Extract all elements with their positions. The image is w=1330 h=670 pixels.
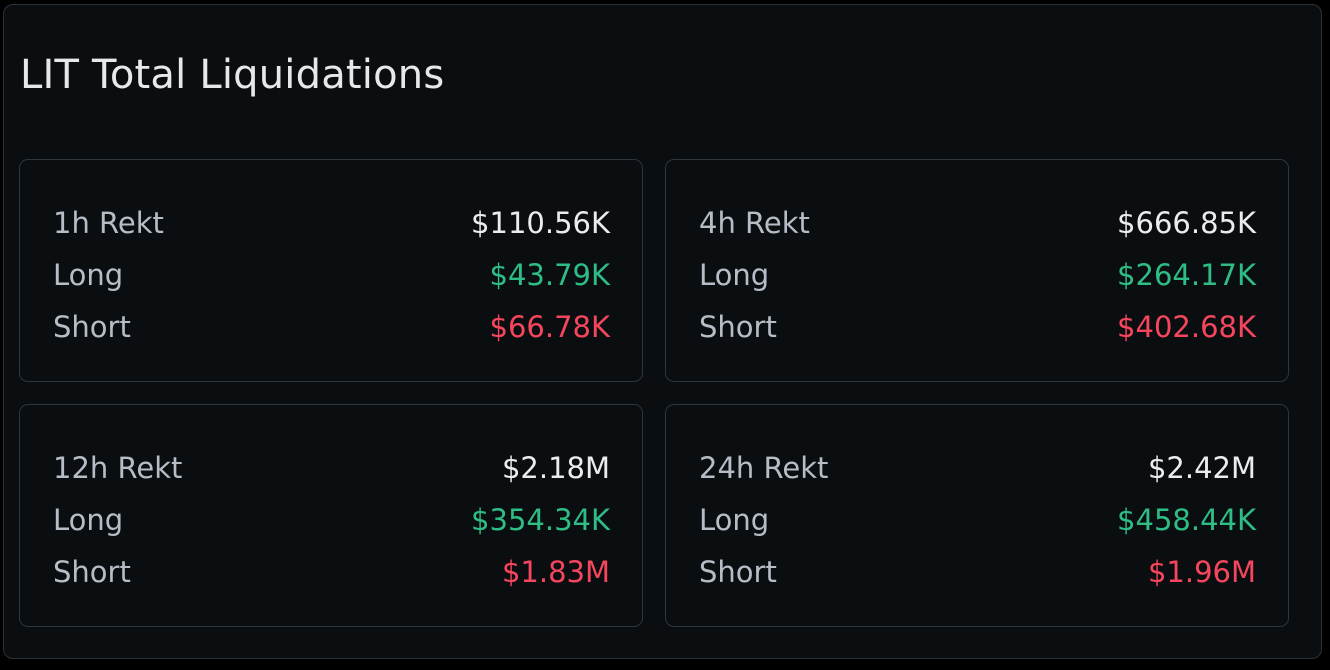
short-label: Short xyxy=(699,555,777,589)
long-value: $264.17K xyxy=(1117,258,1256,292)
long-value: $354.34K xyxy=(471,503,610,537)
short-label: Short xyxy=(53,555,131,589)
long-label: Long xyxy=(699,258,770,292)
long-row: Long $43.79K xyxy=(53,255,610,295)
liquidation-card-12h: 12h Rekt $2.18M Long $354.34K Short $1.8… xyxy=(19,404,643,627)
long-row: Long $458.44K xyxy=(699,500,1256,540)
total-value: $110.56K xyxy=(471,206,610,240)
short-label: Short xyxy=(699,310,777,344)
total-row: 1h Rekt $110.56K xyxy=(53,203,610,243)
short-label: Short xyxy=(53,310,131,344)
short-value: $1.96M xyxy=(1147,555,1256,589)
long-label: Long xyxy=(699,503,770,537)
total-row: 12h Rekt $2.18M xyxy=(53,448,610,488)
total-row: 24h Rekt $2.42M xyxy=(699,448,1256,488)
period-label: 4h Rekt xyxy=(699,206,810,240)
long-row: Long $354.34K xyxy=(53,500,610,540)
period-label: 1h Rekt xyxy=(53,206,164,240)
long-value: $43.79K xyxy=(489,258,611,292)
short-value: $66.78K xyxy=(489,310,611,344)
long-label: Long xyxy=(53,503,124,537)
total-value: $2.42M xyxy=(1147,451,1256,485)
short-row: Short $1.83M xyxy=(53,552,610,592)
short-value: $1.83M xyxy=(501,555,610,589)
liquidation-card-1h: 1h Rekt $110.56K Long $43.79K Short $66.… xyxy=(19,159,643,382)
long-row: Long $264.17K xyxy=(699,255,1256,295)
period-label: 24h Rekt xyxy=(699,451,829,485)
total-row: 4h Rekt $666.85K xyxy=(699,203,1256,243)
liquidation-card-4h: 4h Rekt $666.85K Long $264.17K Short $40… xyxy=(665,159,1289,382)
short-row: Short $66.78K xyxy=(53,307,610,347)
total-value: $2.18M xyxy=(501,451,610,485)
short-value: $402.68K xyxy=(1117,310,1256,344)
short-row: Short $1.96M xyxy=(699,552,1256,592)
long-label: Long xyxy=(53,258,124,292)
period-label: 12h Rekt xyxy=(53,451,183,485)
liquidations-panel: LIT Total Liquidations 1h Rekt $110.56K … xyxy=(3,4,1322,659)
panel-title: LIT Total Liquidations xyxy=(20,52,445,98)
short-row: Short $402.68K xyxy=(699,307,1256,347)
liquidation-card-24h: 24h Rekt $2.42M Long $458.44K Short $1.9… xyxy=(665,404,1289,627)
long-value: $458.44K xyxy=(1117,503,1256,537)
total-value: $666.85K xyxy=(1117,206,1256,240)
